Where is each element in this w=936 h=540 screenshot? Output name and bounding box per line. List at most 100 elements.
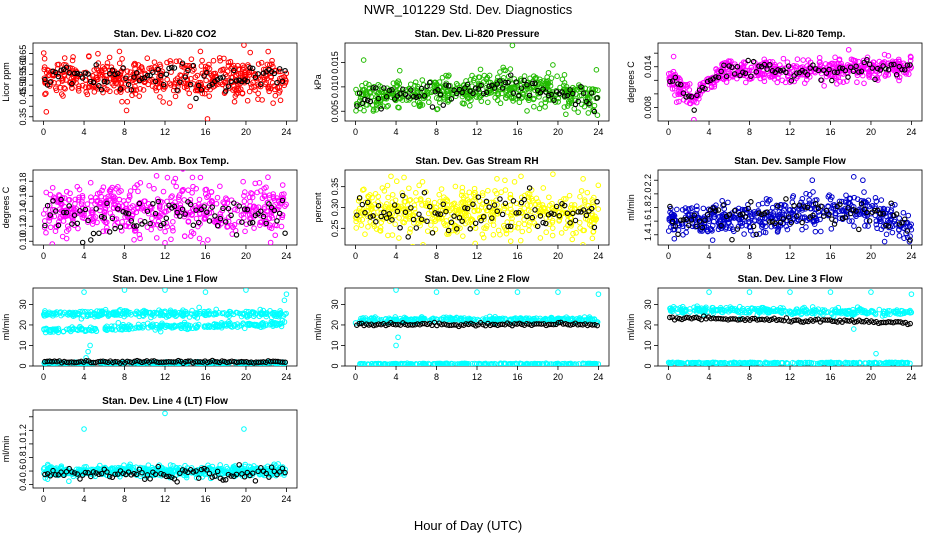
reference-point	[98, 213, 105, 220]
reference-point	[175, 357, 182, 364]
data-point	[241, 192, 247, 199]
reference-point	[362, 209, 368, 216]
data-point	[97, 200, 104, 207]
reference-point	[268, 204, 275, 211]
reference-point	[507, 72, 514, 78]
data-point	[232, 86, 238, 92]
data-point	[873, 221, 880, 228]
reference-point	[675, 81, 681, 87]
y-tick-label: 0.10	[18, 232, 28, 250]
data-point	[594, 112, 601, 118]
x-tick-label: 12	[472, 251, 482, 261]
reference-point	[529, 214, 536, 221]
reference-point	[507, 223, 514, 230]
reference-point	[526, 92, 533, 99]
data-point	[211, 219, 218, 225]
reference-point	[497, 78, 503, 84]
data-point	[681, 81, 687, 88]
x-tick-label: 20	[241, 127, 251, 137]
data-point	[694, 206, 700, 213]
data-point	[393, 178, 400, 185]
reference-point	[443, 82, 449, 88]
data-point	[41, 326, 47, 332]
reference-point	[402, 209, 409, 215]
data-point	[810, 219, 817, 225]
data-point	[140, 87, 147, 93]
x-tick-label: 16	[200, 251, 210, 261]
reference-point	[478, 217, 484, 224]
data-point	[101, 200, 107, 206]
data-point	[497, 69, 503, 75]
data-point	[548, 75, 555, 81]
reference-point	[383, 215, 390, 221]
outlier-point	[87, 342, 93, 349]
data-point	[275, 68, 282, 75]
reference-point	[812, 200, 819, 207]
reference-point	[891, 212, 897, 219]
data-point	[419, 77, 426, 83]
reference-point	[594, 95, 600, 101]
data-point	[444, 205, 450, 212]
data-point	[225, 223, 231, 230]
data-point	[51, 207, 58, 213]
data-point	[225, 59, 232, 66]
outlier-point	[243, 288, 249, 293]
data-point	[731, 215, 737, 221]
reference-point	[106, 229, 113, 235]
data-point	[172, 175, 179, 182]
data-point	[61, 72, 67, 78]
data-point	[353, 101, 360, 107]
data-point	[98, 67, 105, 73]
reference-point	[521, 77, 527, 84]
data-point	[52, 85, 59, 91]
panel-points	[40, 43, 290, 121]
reference-point	[142, 219, 148, 225]
data-point	[889, 203, 896, 209]
reference-point	[880, 210, 886, 217]
data-point	[58, 312, 64, 319]
reference-point	[212, 213, 218, 219]
data-point	[366, 81, 372, 88]
data-point	[895, 56, 902, 63]
data-point	[124, 87, 131, 93]
data-point	[265, 174, 271, 181]
data-point	[784, 226, 791, 233]
data-point	[49, 184, 56, 191]
reference-point	[58, 196, 64, 203]
data-point	[227, 323, 234, 330]
data-point	[905, 71, 912, 77]
data-point	[75, 197, 82, 203]
data-point	[490, 232, 497, 238]
data-point	[768, 223, 775, 230]
data-point	[799, 226, 805, 233]
data-point	[424, 228, 431, 234]
data-point	[395, 104, 401, 111]
reference-point	[764, 66, 770, 72]
reference-point	[93, 206, 99, 212]
data-point	[191, 66, 197, 73]
data-point	[507, 66, 514, 72]
data-point	[378, 209, 385, 216]
reference-point	[367, 98, 374, 105]
reference-point	[408, 87, 414, 93]
data-point	[419, 179, 426, 185]
y-tick-label: 0.45	[18, 87, 28, 105]
data-point	[256, 313, 263, 320]
data-point	[174, 207, 181, 213]
reference-point	[885, 223, 892, 229]
data-point	[542, 96, 549, 102]
data-point	[581, 197, 588, 203]
data-point	[216, 55, 223, 61]
data-point	[665, 228, 672, 234]
y-tick-label: 2.2	[643, 174, 653, 187]
data-point	[817, 228, 824, 235]
data-point	[206, 93, 213, 99]
data-point	[213, 311, 220, 318]
reference-point	[532, 80, 538, 87]
data-point	[396, 235, 402, 241]
data-point	[137, 180, 144, 186]
reference-point	[775, 67, 781, 73]
data-point	[85, 326, 92, 333]
data-point	[95, 86, 101, 92]
